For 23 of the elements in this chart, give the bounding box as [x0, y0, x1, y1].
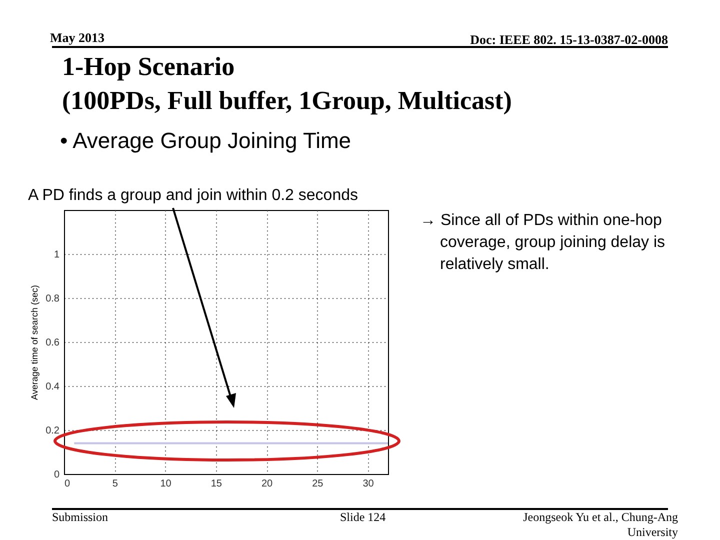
- text: Slide 124: [340, 510, 386, 525]
- x-tick-label: 25: [312, 478, 324, 490]
- text: Doc: IEEE 802. 15-13-0387-02-0008: [470, 32, 668, 48]
- text: → Since all of PDs within one-hop coverage, group joining delay is relatively small.: [420, 211, 666, 275]
- text: Submission: [52, 510, 108, 525]
- chart-title: 1-Hop Scenario (100PDs, Full buffer, 1Group, Multicast): [62, 51, 512, 117]
- x-tick-label: 20: [261, 478, 273, 490]
- text: Jeongseok Yu et al., Chung-Ang University: [522, 510, 678, 540]
- x-tick-label: 10: [160, 478, 172, 490]
- x-tick-label: 15: [210, 478, 222, 490]
- y-tick-label: 0.8: [46, 294, 60, 304]
- x-tick-label: 30: [362, 478, 374, 490]
- text: May 2013: [50, 30, 105, 46]
- y-tick-label: 0: [54, 470, 60, 480]
- y-tick-label: 0.4: [46, 382, 60, 392]
- x-tick-label: 5: [112, 478, 118, 490]
- y-tick-label: 0.6: [46, 338, 60, 348]
- chart-subtitle: • Average Group Joining Time: [60, 128, 352, 154]
- y-tick-label: 0.2: [46, 426, 60, 436]
- x-tick-label: 0: [64, 478, 70, 490]
- y-tick-label: 1: [54, 250, 60, 260]
- text: A PD finds a group and join within 0.2 seconds: [28, 187, 358, 205]
- y-axis-title: Average time of search (sec): [30, 285, 40, 400]
